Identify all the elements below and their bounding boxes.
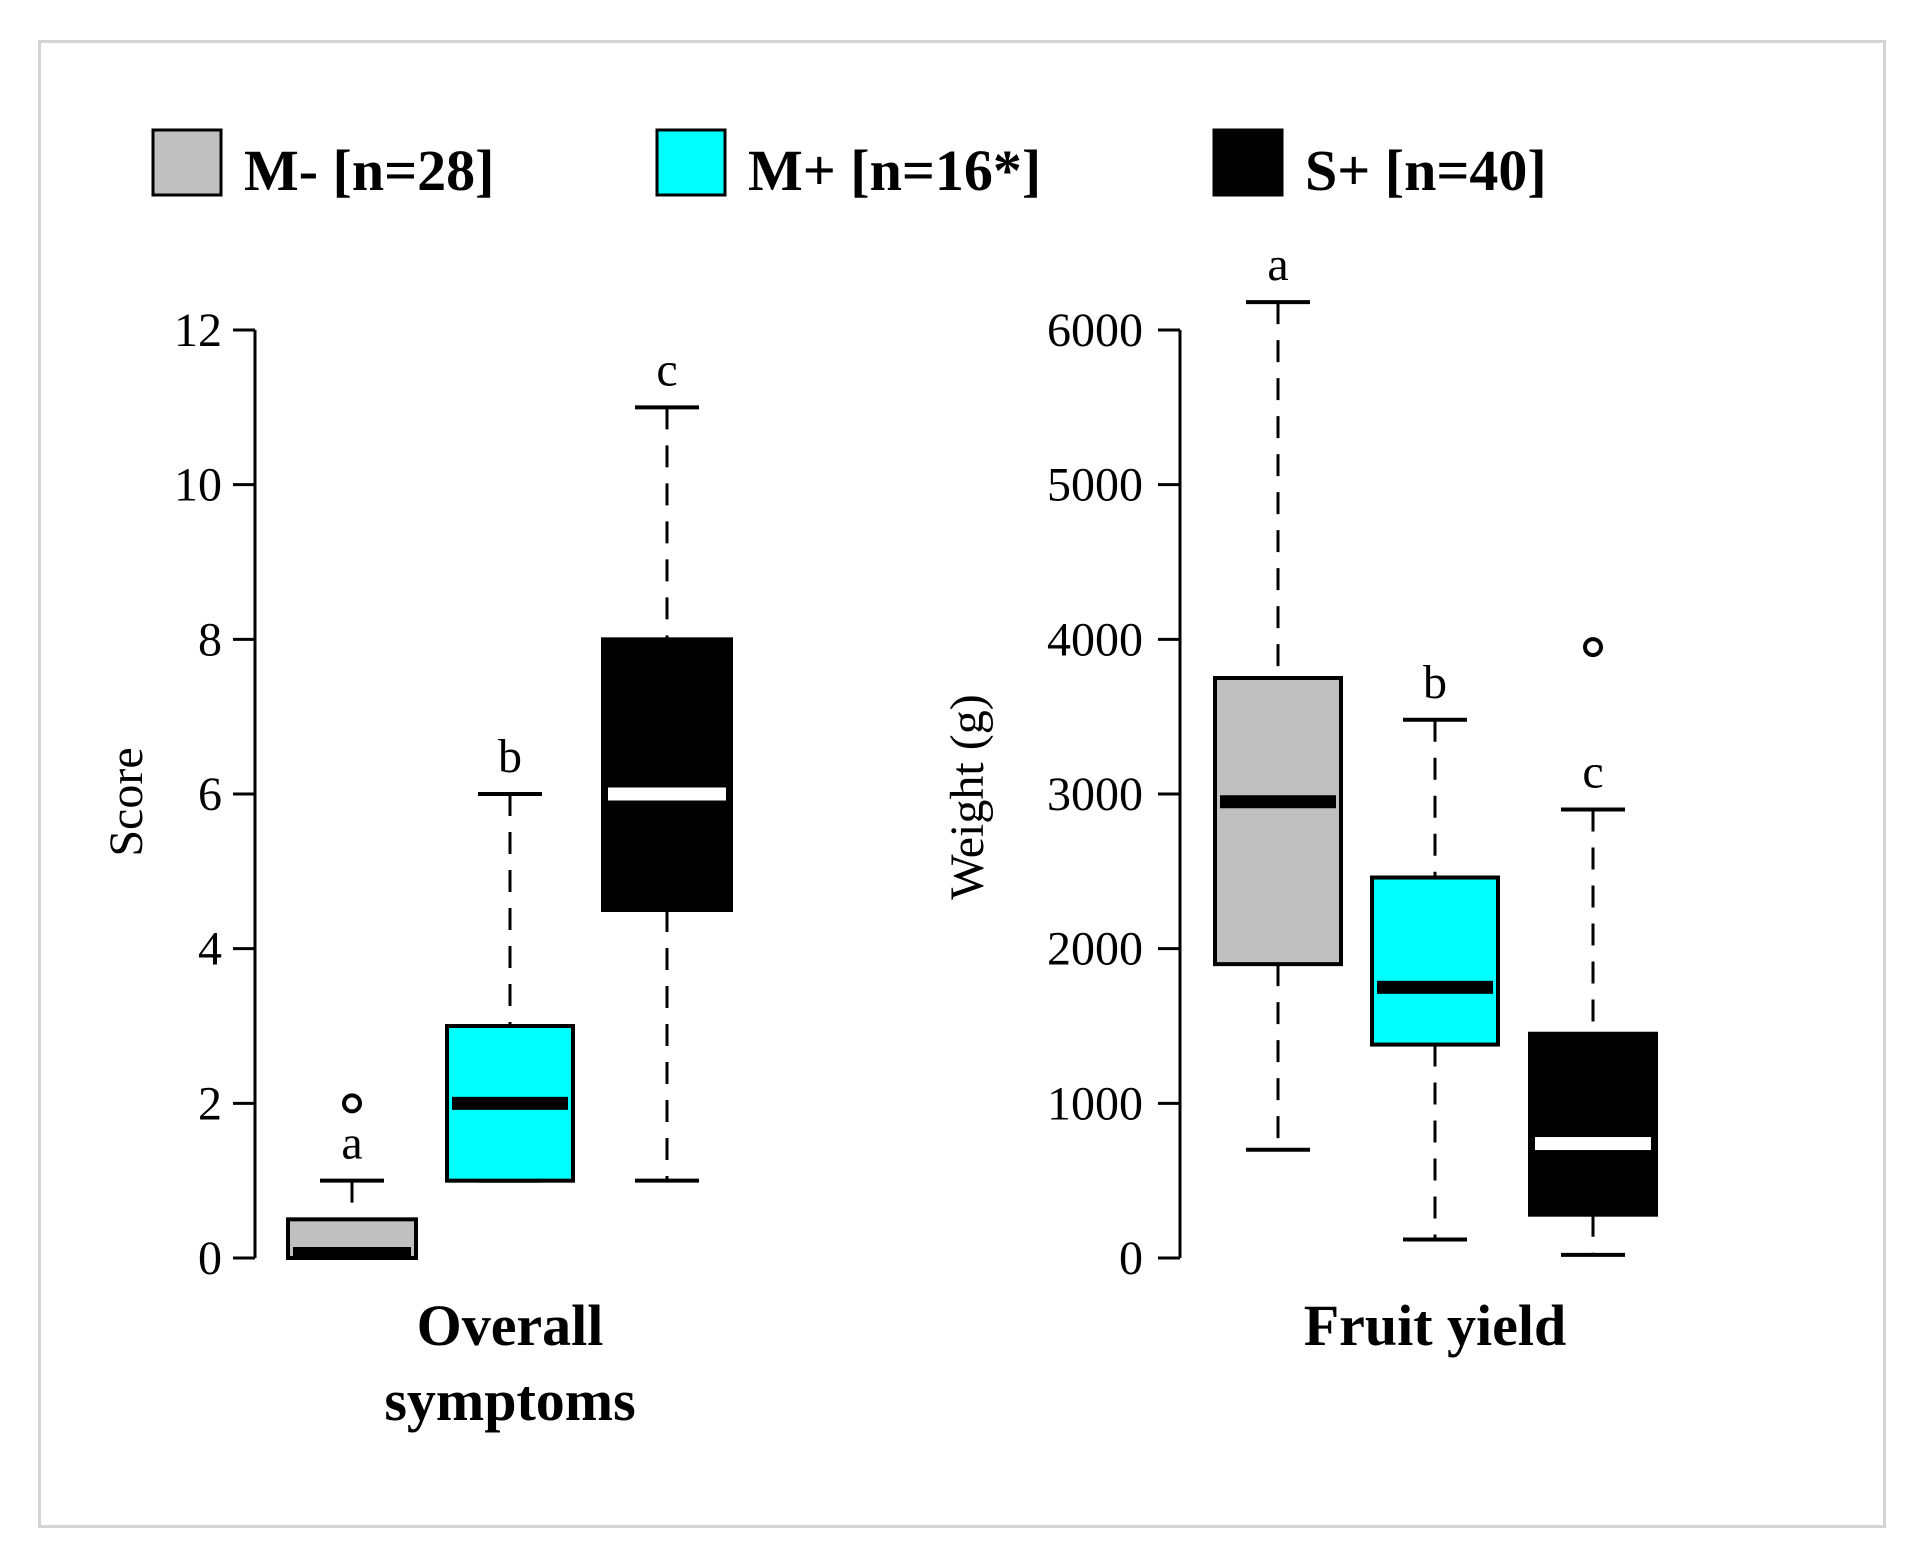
median-line [1377,980,1493,994]
box-s-minusplus: c [601,343,733,1183]
y-axis-label: Weight (g) [941,694,994,899]
outlier-point [342,1093,362,1114]
box-body [601,637,733,912]
significance-letter: a [1267,238,1288,291]
box-body [1213,676,1343,967]
significance-letter: b [498,730,522,783]
significance-letter: a [341,1117,362,1170]
box-m-minusplus: b [445,730,575,1183]
significance-letter: b [1423,656,1447,709]
y-tick-label: 2 [198,1077,222,1130]
figure-frame [38,40,1886,1528]
legend-label-s-plus: S+ [n=40] [1305,138,1547,203]
legend-swatch-m-plus [655,128,727,197]
median-line [452,1096,568,1110]
y-tick-label: 5000 [1047,459,1143,512]
y-tick-label: 1000 [1047,1077,1143,1130]
median-line [1220,795,1336,809]
box-s-minusplus: c [1528,637,1658,1257]
legend-label-m-plus: M+ [n=16*] [748,138,1041,203]
y-tick-label: 12 [174,304,222,357]
legend-label-m-minus: M- [n=28] [244,138,495,203]
box-m-minusplus: b [1370,656,1500,1242]
outlier-point [1583,637,1603,658]
y-tick-label: 10 [174,459,222,512]
panel-fruit-yield: Weight (g) Fruit yield 0 1000 2000 3000 4000… [941,238,1658,1358]
y-tick-label: 4 [198,923,222,976]
legend: M- [n=28] M+ [n=16*] S+ [n=40] [151,128,1547,203]
median-line [608,787,726,801]
y-tick-label: 3000 [1047,768,1143,821]
significance-letter: c [656,343,677,396]
y-tick-label: 6 [198,768,222,821]
y-tick-label: 0 [198,1232,222,1285]
y-tick-label: 8 [198,613,222,666]
x-axis-title: Fruit yield [1304,1293,1567,1358]
x-axis-title-line-1: Overall [417,1293,604,1358]
box-body [1370,875,1500,1047]
x-axis-title-line-2: symptoms [384,1368,635,1433]
significance-letter: c [1582,745,1603,798]
y-tick-label: 0 [1119,1232,1143,1285]
box-body [1528,1031,1658,1217]
y-tick-label: 4000 [1047,613,1143,666]
box-m-minus: a [1213,238,1343,1152]
box-m-minus: a [286,1093,418,1261]
y-tick-label: 2000 [1047,923,1143,976]
y-tick-label: 6000 [1047,304,1143,357]
legend-swatch-m-minus [151,128,223,197]
median-line [293,1247,411,1260]
y-axis-label: Score [100,747,153,856]
median-line [1535,1137,1651,1151]
legend-swatch-s-plus [1212,128,1284,197]
panel-overall-symptoms: Score Overall symptoms 0 2 4 6 8 10 12 a b c [100,304,733,1433]
